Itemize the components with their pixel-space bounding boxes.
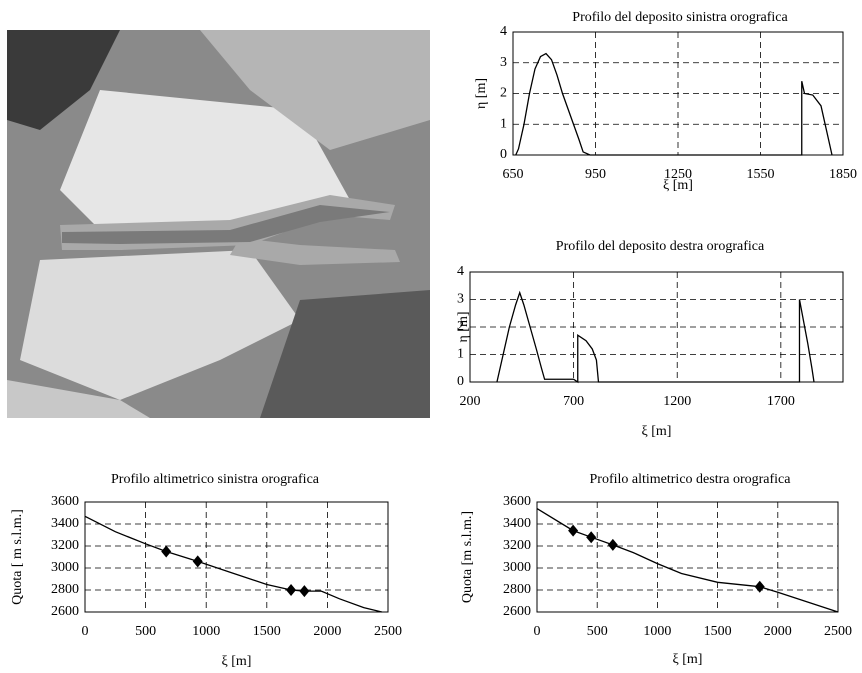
x-tick-label: 200 bbox=[460, 394, 481, 409]
chart-title: Profilo altimetrico destra orografica bbox=[590, 472, 792, 487]
x-tick-label: 1250 bbox=[664, 167, 692, 182]
y-tick-label: 3000 bbox=[503, 560, 531, 575]
y-tick-label: 0 bbox=[500, 147, 507, 162]
plot-frame bbox=[536, 501, 839, 613]
y-tick-label: 3400 bbox=[503, 516, 531, 531]
x-tick-label: 1200 bbox=[663, 394, 691, 409]
marker bbox=[286, 584, 297, 596]
chart-title: Profilo altimetrico sinistra orografica bbox=[111, 472, 320, 487]
x-tick-label: 700 bbox=[563, 394, 584, 409]
y-tick-label: 3 bbox=[500, 55, 507, 70]
y-tick-label: 4 bbox=[457, 264, 464, 279]
profile-line bbox=[496, 290, 815, 384]
x-tick-label: 1000 bbox=[643, 624, 671, 639]
x-tick-label: 2500 bbox=[824, 624, 852, 639]
y-tick-label: 3 bbox=[457, 292, 464, 307]
y-tick-label: 3200 bbox=[51, 538, 79, 553]
y-axis-label: Quota [ m s.l.m.] bbox=[10, 509, 25, 605]
x-axis-label: ξ [m] bbox=[663, 178, 693, 193]
marker bbox=[568, 524, 579, 537]
profile-line bbox=[515, 52, 833, 156]
profile-line bbox=[84, 515, 383, 613]
y-tick-label: 2800 bbox=[503, 582, 531, 597]
marker bbox=[607, 538, 618, 551]
x-tick-label: 2000 bbox=[764, 624, 792, 639]
y-axis-label: η [m] bbox=[456, 311, 471, 342]
y-tick-label: 1 bbox=[500, 116, 507, 131]
y-axis-label: η [m] bbox=[474, 78, 489, 109]
x-tick-label: 0 bbox=[82, 624, 89, 639]
x-tick-label: 1550 bbox=[747, 167, 775, 182]
x-axis-label: ξ [m] bbox=[642, 424, 672, 439]
y-tick-label: 2 bbox=[500, 86, 507, 101]
y-tick-label: 3600 bbox=[503, 494, 531, 509]
x-tick-label: 2500 bbox=[374, 624, 402, 639]
y-tick-label: 2600 bbox=[51, 604, 79, 619]
x-tick-label: 1700 bbox=[767, 394, 795, 409]
marker bbox=[192, 555, 203, 568]
chart-title: Profilo del deposito destra orografica bbox=[556, 239, 765, 254]
x-axis-label: ξ [m] bbox=[673, 652, 703, 667]
chart-title: Profilo del deposito sinistra orografica bbox=[572, 10, 788, 25]
marker bbox=[754, 580, 765, 593]
x-tick-label: 1500 bbox=[253, 624, 281, 639]
y-tick-label: 3200 bbox=[503, 538, 531, 553]
y-tick-label: 3000 bbox=[51, 560, 79, 575]
x-tick-label: 1850 bbox=[829, 167, 857, 182]
y-tick-label: 2600 bbox=[503, 604, 531, 619]
x-tick-label: 500 bbox=[587, 624, 608, 639]
y-tick-label: 0 bbox=[457, 374, 464, 389]
y-tick-label: 2 bbox=[457, 319, 464, 334]
x-tick-label: 650 bbox=[503, 167, 524, 182]
y-tick-label: 1 bbox=[457, 347, 464, 362]
aerial-photo bbox=[7, 30, 430, 418]
marker bbox=[586, 531, 597, 544]
plot-frame bbox=[84, 501, 389, 613]
y-tick-label: 2800 bbox=[51, 582, 79, 597]
y-tick-label: 4 bbox=[500, 24, 507, 39]
x-tick-label: 500 bbox=[135, 624, 156, 639]
x-tick-label: 0 bbox=[534, 624, 541, 639]
y-tick-label: 3600 bbox=[51, 494, 79, 509]
y-axis-label: Quota [m s.l.m.] bbox=[460, 511, 475, 603]
marker bbox=[161, 545, 172, 558]
marker bbox=[299, 585, 310, 598]
x-tick-label: 950 bbox=[585, 167, 606, 182]
x-tick-label: 1500 bbox=[704, 624, 732, 639]
x-tick-label: 1000 bbox=[192, 624, 220, 639]
x-axis-label: ξ [m] bbox=[222, 654, 252, 669]
y-tick-label: 3400 bbox=[51, 516, 79, 531]
x-tick-label: 2000 bbox=[313, 624, 341, 639]
